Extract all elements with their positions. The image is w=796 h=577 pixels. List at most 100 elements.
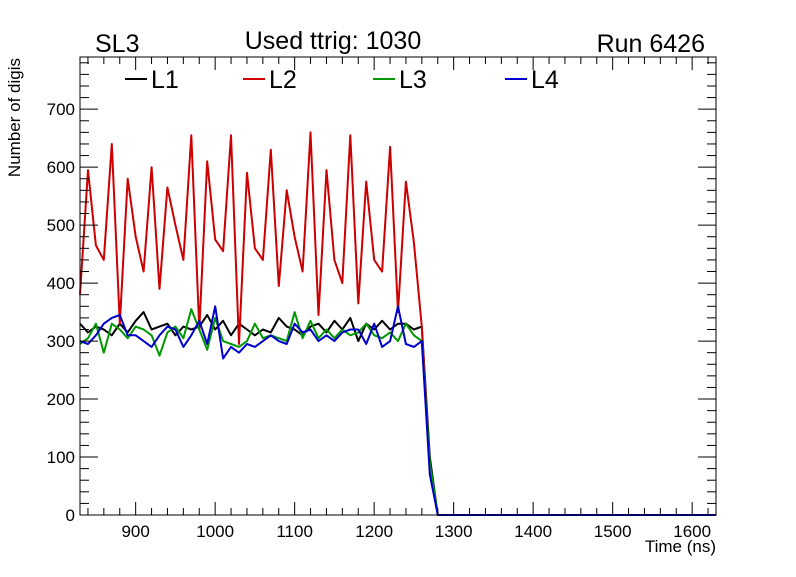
plot-frame — [79, 56, 717, 516]
data-point-l4 — [182, 346, 184, 348]
data-point-l4 — [413, 346, 415, 348]
legend-item-l3: L3 — [373, 66, 427, 94]
data-point-l1 — [381, 320, 383, 322]
data-point-l2 — [333, 259, 335, 261]
data-point-l3 — [302, 337, 304, 339]
data-point-l3 — [174, 326, 176, 328]
data-point-l4 — [119, 314, 121, 316]
x-tick-label: 1500 — [594, 522, 632, 541]
legend-label-l2: L2 — [269, 66, 297, 94]
data-point-l1 — [270, 331, 272, 333]
data-point-l2 — [309, 131, 312, 133]
data-point-l4 — [246, 343, 248, 345]
data-point-l3 — [397, 340, 399, 342]
data-point-l4 — [238, 352, 240, 354]
data-point-l3 — [405, 323, 407, 325]
data-point-l3 — [262, 337, 264, 339]
data-point-l3 — [413, 334, 415, 336]
data-point-l3 — [182, 337, 184, 339]
data-point-l2 — [238, 343, 240, 345]
data-point-l3 — [87, 337, 89, 339]
data-point-l2 — [206, 160, 208, 162]
data-point-l2 — [389, 146, 391, 148]
data-point-l3 — [317, 337, 320, 339]
data-point-l3 — [254, 323, 256, 325]
data-point-l1 — [317, 323, 320, 325]
data-point-l1 — [135, 320, 137, 322]
data-point-l2 — [182, 259, 184, 261]
data-point-l3 — [294, 311, 296, 313]
y-tick-label: 0 — [66, 506, 75, 525]
data-point-l3 — [341, 328, 343, 331]
data-point-l3 — [103, 352, 105, 354]
data-point-l1 — [166, 323, 168, 325]
data-point-l2 — [317, 314, 320, 316]
data-point-l3 — [190, 308, 192, 310]
legend-item-l1: L1 — [125, 66, 179, 94]
data-point-l2 — [127, 178, 129, 180]
data-point-l4 — [143, 340, 145, 342]
data-point-l1 — [246, 328, 248, 331]
data-point-l4 — [214, 305, 216, 307]
data-point-l4 — [302, 331, 304, 333]
legend-label-l1: L1 — [151, 66, 179, 94]
data-point-l3 — [198, 328, 200, 331]
data-point-l2 — [286, 189, 288, 191]
data-point-l3 — [127, 337, 129, 339]
y-tick-label: 400 — [47, 274, 75, 293]
data-point-l3 — [166, 331, 168, 333]
data-point-l1 — [357, 340, 359, 342]
x-tick-label: 1100 — [276, 522, 313, 541]
axes: 900 1000 1100 1200 1300 1400 1500 1600 0 100 200 30… — [47, 56, 717, 541]
data-point-l2 — [302, 270, 304, 273]
data-point-l4 — [317, 340, 320, 342]
data-point-l2 — [341, 282, 343, 284]
data-point-l4 — [127, 334, 129, 336]
data-point-l2 — [325, 169, 328, 171]
data-point-l4 — [389, 340, 391, 342]
data-point-l1 — [325, 331, 328, 333]
data-point-l4 — [341, 331, 343, 333]
y-tick-label: 100 — [47, 448, 75, 467]
data-point-l1 — [254, 334, 256, 336]
data-point-l2 — [151, 166, 153, 168]
data-point-l1 — [397, 323, 399, 325]
x-tick-label: 1400 — [514, 522, 552, 541]
data-point-l3 — [158, 355, 161, 357]
data-point-l3 — [135, 326, 137, 328]
data-point-l3 — [222, 340, 224, 342]
data-point-l3 — [373, 334, 375, 336]
data-point-l1 — [190, 328, 192, 331]
legend: L1 L2 L3 L4 — [125, 66, 559, 94]
data-point-l2 — [294, 236, 296, 238]
data-point-l3 — [349, 334, 351, 336]
data-point-l3 — [214, 317, 216, 319]
data-point-l1 — [182, 326, 184, 328]
data-point-l1 — [286, 326, 288, 328]
x-tick-label: 1000 — [196, 522, 234, 541]
data-point-l2 — [222, 250, 224, 252]
data-point-l2 — [230, 134, 232, 136]
data-point-l4 — [278, 340, 280, 342]
data-point-l1 — [103, 328, 105, 331]
data-point-l4 — [103, 323, 105, 325]
data-point-l1 — [230, 334, 232, 336]
data-point-l4 — [373, 323, 375, 325]
data-point-l3 — [206, 349, 208, 351]
data-point-l3 — [246, 340, 248, 342]
data-point-l3 — [151, 334, 153, 336]
legend-item-l2: L2 — [243, 66, 297, 94]
data-point-l2 — [357, 302, 359, 304]
data-point-l1 — [111, 334, 113, 336]
data-point-l3 — [309, 320, 312, 322]
data-point-l1 — [206, 314, 208, 316]
data-point-l1 — [309, 326, 312, 328]
data-point-l2 — [174, 224, 176, 226]
data-point-l2 — [254, 247, 256, 249]
y-tick-label: 200 — [47, 390, 75, 409]
chart-title: Used ttrig: 1030 — [245, 27, 422, 55]
data-point-l2 — [95, 244, 97, 246]
data-point-l4 — [429, 473, 431, 475]
data-point-l4 — [333, 340, 335, 342]
